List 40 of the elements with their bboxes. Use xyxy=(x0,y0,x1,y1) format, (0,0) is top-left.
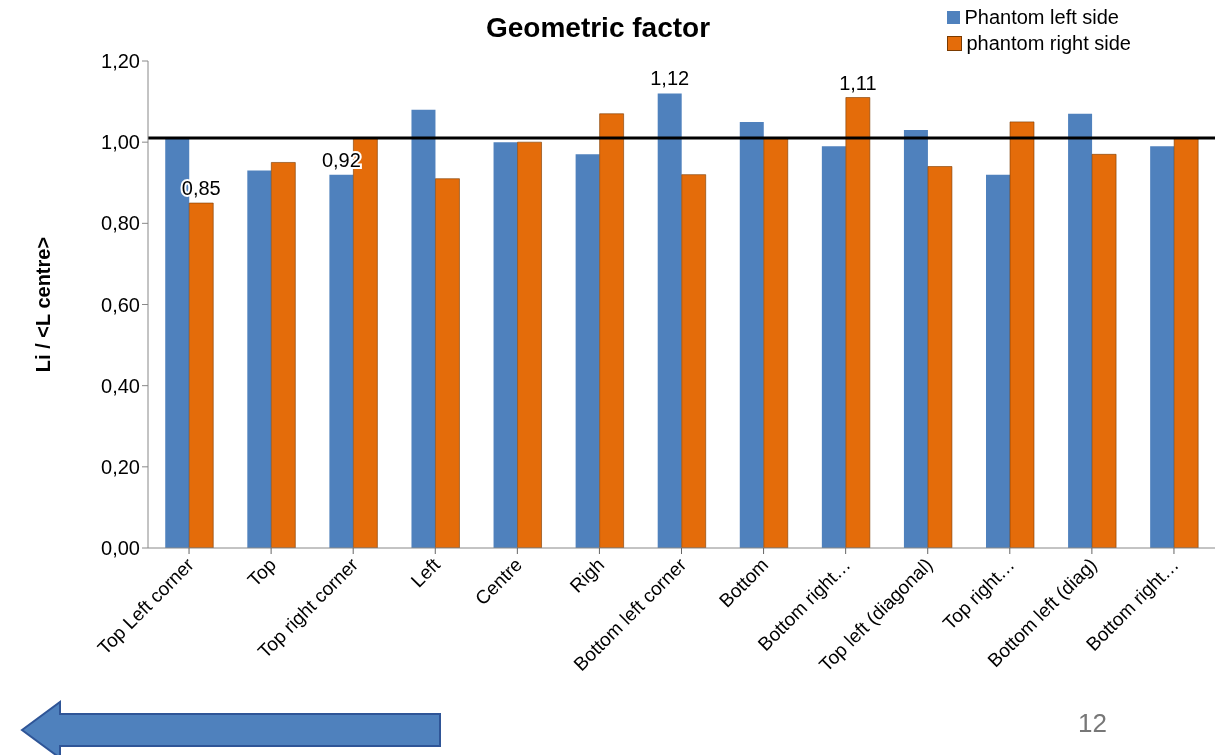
bar xyxy=(1173,137,1199,548)
bar xyxy=(411,109,436,548)
bar xyxy=(517,141,542,548)
bar xyxy=(1068,113,1093,548)
chart-title: Geometric factor xyxy=(484,12,712,44)
y-tick-label: 0,40 xyxy=(101,374,140,397)
bar xyxy=(986,174,1011,548)
bar xyxy=(493,142,518,548)
y-tick-label: 0,60 xyxy=(101,293,140,316)
y-tick-label: 0,20 xyxy=(101,455,140,478)
bar xyxy=(927,166,953,548)
bar xyxy=(1150,146,1175,548)
bar xyxy=(575,154,600,548)
bar xyxy=(188,202,214,548)
y-tick-label: 1,20 xyxy=(101,50,140,73)
legend-label: phantom right side xyxy=(966,31,1131,56)
bar xyxy=(821,146,846,548)
bar xyxy=(1091,154,1117,548)
bar xyxy=(247,170,272,548)
data-label: 1,11 xyxy=(839,71,877,94)
y-tick-label: 0,80 xyxy=(101,212,140,235)
x-tick-label: Left xyxy=(406,553,445,592)
bar xyxy=(845,97,871,548)
y-tick-label: 0,00 xyxy=(101,537,140,560)
bar xyxy=(599,113,624,548)
data-label: 1,12 xyxy=(650,67,690,90)
y-tick-label: 1,00 xyxy=(101,131,140,154)
bar xyxy=(763,137,789,548)
text: 12 xyxy=(1078,708,1107,739)
bar xyxy=(1009,121,1035,548)
y-axis-title: Li / <L centre> xyxy=(32,236,55,373)
legend-label: Phantom left side xyxy=(964,5,1119,30)
x-tick-label: Top xyxy=(243,553,280,591)
bar xyxy=(903,129,928,548)
bar xyxy=(435,178,460,548)
bar xyxy=(271,162,296,548)
bar xyxy=(739,121,764,548)
bar xyxy=(681,174,706,548)
bar xyxy=(329,174,354,548)
bar xyxy=(657,93,682,548)
